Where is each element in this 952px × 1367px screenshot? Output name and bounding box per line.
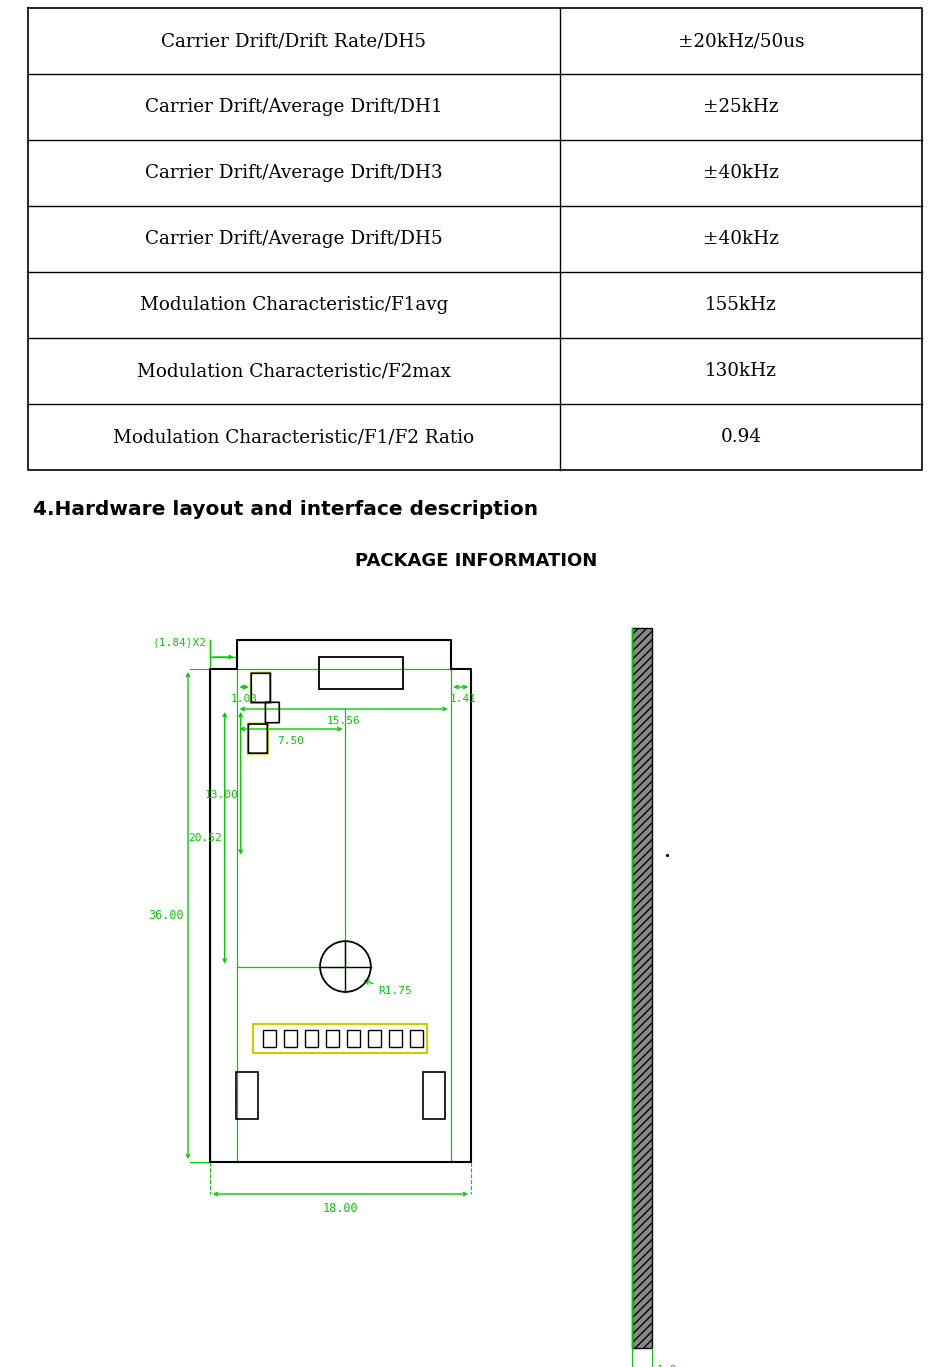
Bar xyxy=(263,1031,276,1047)
Text: ±25kHz: ±25kHz xyxy=(703,98,778,116)
Bar xyxy=(423,1072,445,1118)
Bar xyxy=(305,1031,318,1047)
Bar xyxy=(236,1072,258,1118)
Text: 18.00: 18.00 xyxy=(323,1202,358,1215)
Bar xyxy=(318,658,403,689)
Text: PACKAGE INFORMATION: PACKAGE INFORMATION xyxy=(354,552,597,570)
Text: 4.Hardware layout and interface description: 4.Hardware layout and interface descript… xyxy=(33,500,538,519)
Bar xyxy=(326,1031,339,1047)
Text: ⟨1.84⟩X2: ⟨1.84⟩X2 xyxy=(153,637,207,647)
Text: 1.41: 1.41 xyxy=(448,694,476,704)
Text: 7.50: 7.50 xyxy=(277,735,305,746)
Text: R1.75: R1.75 xyxy=(365,980,411,997)
Bar xyxy=(367,1031,381,1047)
Bar xyxy=(631,627,651,1348)
Text: ±40kHz: ±40kHz xyxy=(703,164,778,182)
Text: 155kHz: 155kHz xyxy=(704,297,776,314)
Text: Modulation Characteristic/F1/F2 Ratio: Modulation Characteristic/F1/F2 Ratio xyxy=(113,428,474,446)
Text: 1.03: 1.03 xyxy=(230,694,257,704)
Text: 0.94: 0.94 xyxy=(720,428,761,446)
Text: 130kHz: 130kHz xyxy=(704,362,776,380)
Text: 15.56: 15.56 xyxy=(327,716,360,726)
Text: 36.00: 36.00 xyxy=(149,909,184,921)
Text: ±40kHz: ±40kHz xyxy=(703,230,778,247)
Bar xyxy=(284,1031,297,1047)
Text: Carrier Drift/Average Drift/DH3: Carrier Drift/Average Drift/DH3 xyxy=(145,164,443,182)
Bar xyxy=(388,1031,402,1047)
Text: 1.0: 1.0 xyxy=(656,1366,677,1367)
Text: 13.00: 13.00 xyxy=(205,790,238,800)
Bar xyxy=(347,1031,360,1047)
Text: ±20kHz/50us: ±20kHz/50us xyxy=(677,31,803,51)
Text: Carrier Drift/Average Drift/DH1: Carrier Drift/Average Drift/DH1 xyxy=(145,98,443,116)
Text: 20.52: 20.52 xyxy=(188,833,222,843)
Text: Carrier Drift/Drift Rate/DH5: Carrier Drift/Drift Rate/DH5 xyxy=(161,31,426,51)
Text: Modulation Characteristic/F1avg: Modulation Characteristic/F1avg xyxy=(140,297,447,314)
Bar xyxy=(253,1024,427,1053)
Text: Modulation Characteristic/F2max: Modulation Characteristic/F2max xyxy=(137,362,450,380)
Text: Carrier Drift/Average Drift/DH5: Carrier Drift/Average Drift/DH5 xyxy=(145,230,443,247)
Bar xyxy=(409,1031,423,1047)
